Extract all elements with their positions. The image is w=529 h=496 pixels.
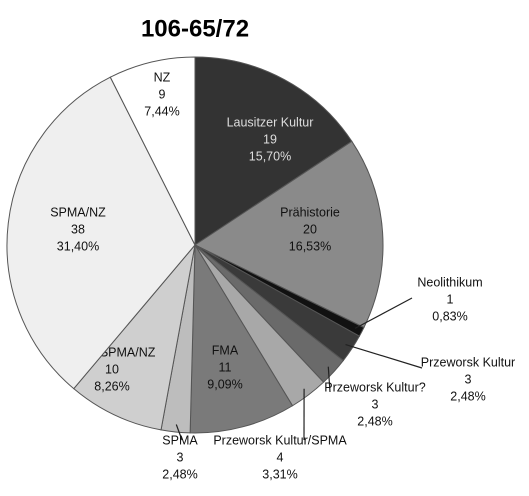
- slice-percent: 16,53%: [289, 239, 331, 253]
- slice-label: Przeworsk Kultur/SPMA: [213, 433, 347, 447]
- pie-slice: [109, 56, 196, 246]
- slice-value: 3: [177, 450, 184, 464]
- slice-value: 9: [159, 87, 166, 101]
- slice-percent: 31,40%: [57, 239, 99, 253]
- slice-label: SPMA: [162, 433, 198, 447]
- slice-percent: 9,09%: [207, 377, 242, 391]
- slice-label: Prähistorie: [280, 205, 340, 219]
- slice-value: 38: [71, 222, 85, 236]
- slice-percent: 2,48%: [450, 389, 485, 403]
- pie-slice: [73, 243, 196, 431]
- leader-line: [327, 366, 331, 393]
- leader-line: [345, 343, 423, 369]
- slice-value: 11: [219, 360, 232, 374]
- pie-slice: [189, 243, 294, 434]
- slice-label: FMA: [212, 343, 239, 357]
- slice-label: Neolithikum: [417, 275, 482, 289]
- pie-slice: [193, 140, 384, 329]
- slice-percent: 8,26%: [94, 379, 129, 393]
- pie-slice: [194, 56, 353, 246]
- slice-percent: 15,70%: [249, 149, 291, 163]
- slice-value: 3: [465, 372, 472, 386]
- slice-value: 4: [277, 450, 284, 464]
- slice-value: 19: [263, 132, 277, 146]
- slice-label: SPMA/NZ: [50, 205, 106, 219]
- slice-label: Lausitzer Kultur: [227, 115, 314, 129]
- slice-value: 20: [303, 222, 317, 236]
- slice-value: 1: [447, 292, 454, 306]
- slice-value: 10: [105, 362, 119, 376]
- slice-label: NZ: [154, 70, 171, 84]
- slice-percent: 0,83%: [432, 309, 467, 323]
- leader-line: [175, 424, 183, 441]
- slice-percent: 2,48%: [162, 467, 197, 481]
- slice-label: Przeworsk Kultur?: [324, 380, 425, 394]
- slice-percent: 7,44%: [144, 104, 179, 118]
- chart-title: 106-65/72: [141, 15, 249, 42]
- slice-value: 3: [372, 397, 379, 411]
- pie-slice: [6, 76, 196, 390]
- slice-label: Przeworsk Kultur: [421, 355, 515, 369]
- leader-line: [354, 297, 413, 329]
- slice-percent: 2,48%: [357, 414, 392, 428]
- slice-percent: 3,31%: [262, 467, 297, 481]
